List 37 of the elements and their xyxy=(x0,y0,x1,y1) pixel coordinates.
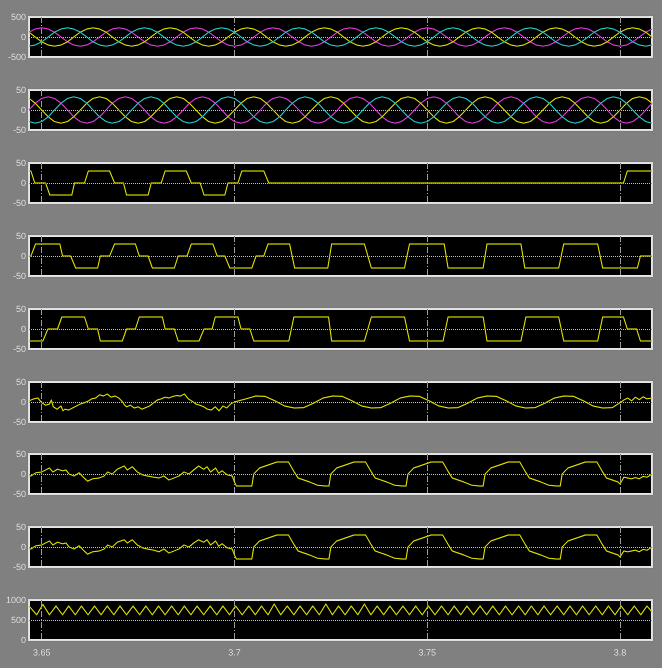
x-tick-label: 3.65 xyxy=(32,648,50,658)
x-tick-label: 3.7 xyxy=(228,648,241,658)
line-series xyxy=(28,604,653,616)
y-tick-label: -50 xyxy=(12,489,26,500)
y-tick-label: -50 xyxy=(12,270,26,281)
y-tick-label: 50 xyxy=(16,158,26,168)
y-tick-label: -50 xyxy=(12,562,26,572)
y-tick-label: -50 xyxy=(12,416,26,426)
y-tick-label: -50 xyxy=(12,124,26,135)
y-tick-label: 50 xyxy=(16,522,26,532)
y-tick-label: 0 xyxy=(20,396,26,406)
y-tick-label: 0 xyxy=(20,32,26,42)
y-tick-label: 500 xyxy=(10,12,26,22)
y-tick-label: -50 xyxy=(12,344,26,354)
y-tick-label: 0 xyxy=(20,635,26,646)
y-tick-label: -500 xyxy=(8,52,26,62)
y-tick-label: 0 xyxy=(20,469,26,480)
line-series xyxy=(28,27,653,47)
y-tick-label: -50 xyxy=(12,198,26,208)
line-series xyxy=(28,96,653,124)
y-tick-label: 50 xyxy=(16,84,26,95)
y-tick-label: 0 xyxy=(20,178,26,188)
y-tick-label: 0 xyxy=(20,324,26,334)
y-tick-label: 0 xyxy=(20,104,26,115)
y-tick-label: 1000 xyxy=(6,595,26,606)
x-tick-label: 3.75 xyxy=(418,648,436,658)
y-tick-label: 500 xyxy=(10,615,26,626)
y-tick-label: 50 xyxy=(16,304,26,314)
line-series xyxy=(28,392,653,411)
y-tick-label: 50 xyxy=(16,230,26,241)
y-tick-label: 0 xyxy=(20,542,26,552)
y-tick-label: 0 xyxy=(20,250,26,261)
line-series xyxy=(28,462,653,487)
y-tick-label: 50 xyxy=(16,449,26,460)
y-tick-label: 50 xyxy=(16,376,26,386)
line-series xyxy=(28,534,653,560)
x-tick-label: 3.8 xyxy=(614,648,626,658)
